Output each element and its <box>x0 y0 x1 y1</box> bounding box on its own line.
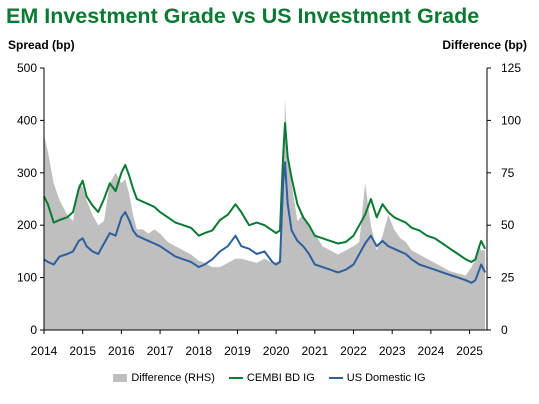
y-tick-label-right: 0 <box>501 323 508 337</box>
y-tick-label-left: 500 <box>17 61 37 75</box>
cembi-bd-ig-line <box>43 122 486 263</box>
x-tick-label: 2016 <box>108 344 135 358</box>
spread-lines-layer <box>43 122 486 284</box>
y-axis-title-left: Spread (bp) <box>8 38 75 52</box>
legend-item-cembi: CEMBI BD IG <box>228 372 315 384</box>
axes-layer: 0 100 200 300 400 500 0 25 50 75 100 125 2014 2015 201… <box>17 61 521 358</box>
chart-title: EM Investment Grade vs US Investment Gra… <box>6 4 480 28</box>
x-tick-label: 2020 <box>263 344 290 358</box>
x-tick-label: 2023 <box>379 344 406 358</box>
x-tick-label: 2015 <box>69 344 96 358</box>
x-tick-label: 2017 <box>147 344 174 358</box>
y-tick-label-left: 100 <box>17 271 37 285</box>
y-tick-label-right: 50 <box>501 218 515 232</box>
us-domestic-ig-line <box>43 161 486 284</box>
x-tick-label: 2022 <box>340 344 367 358</box>
y-tick-label-left: 400 <box>17 113 37 127</box>
y-tick-label-left: 300 <box>17 166 37 180</box>
y-tick-label-right: 75 <box>501 166 515 180</box>
x-tick-label: 2025 <box>456 344 483 358</box>
y-tick-label-right: 25 <box>501 271 515 285</box>
y-axis-title-right: Difference (bp) <box>442 38 527 52</box>
legend-label-us-ig: US Domestic IG <box>346 372 426 384</box>
x-tick-label: 2024 <box>418 344 445 358</box>
legend-swatch-us-ig <box>328 377 343 379</box>
legend-item-difference: Difference (RHS) <box>113 372 215 384</box>
legend-item-us-ig: US Domestic IG <box>328 372 426 384</box>
x-tick-label: 2019 <box>224 344 251 358</box>
y-tick-label-left: 0 <box>30 323 37 337</box>
y-tick-label-right: 100 <box>501 113 521 127</box>
legend-label-difference: Difference (RHS) <box>131 372 215 384</box>
legend-swatch-difference <box>113 374 128 382</box>
y-tick-label-left: 200 <box>17 218 37 232</box>
difference-area-layer <box>44 99 486 331</box>
legend-label-cembi: CEMBI BD IG <box>246 372 315 384</box>
legend: Difference (RHS) CEMBI BD IG US Domestic… <box>0 372 539 384</box>
difference-area <box>44 99 486 331</box>
legend-swatch-cembi <box>228 377 243 379</box>
y-tick-label-right: 125 <box>501 61 521 75</box>
x-tick-label: 2021 <box>301 344 328 358</box>
x-tick-label: 2018 <box>185 344 212 358</box>
x-tick-label: 2014 <box>31 344 58 358</box>
